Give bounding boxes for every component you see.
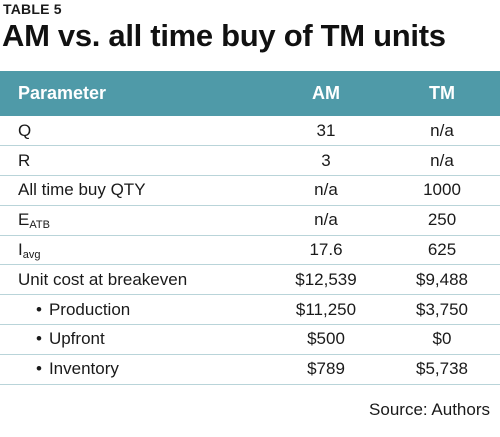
parameter-label: R: [18, 150, 31, 170]
parameter-label: All time buy QTY: [18, 180, 146, 200]
table-row: All time buy QTY n/a 1000: [0, 175, 500, 206]
table-row: • Production $11,250 $3,750: [0, 294, 500, 326]
comparison-table: Parameter AM TM Q 31 n/a R 3 n/a All time buy …: [0, 71, 500, 385]
cell-tm-value: $3,750: [384, 294, 500, 326]
column-header-parameter: Parameter: [18, 83, 107, 103]
parameter-label: Unit cost at breakeven: [18, 269, 188, 289]
parameter-subscript: avg: [22, 248, 41, 261]
column-header-tm: TM: [429, 83, 455, 103]
parameter-label: I: [18, 239, 23, 259]
cell-tm-value: $5,738: [384, 354, 500, 385]
cell-am-value: $12,539: [268, 264, 384, 296]
parameter-label: Q: [18, 120, 32, 140]
cell-parameter: Unit cost at breakeven: [0, 264, 268, 296]
parameter-label: Inventory: [48, 359, 119, 379]
table-row: Q 31 n/a: [0, 116, 500, 147]
cell-parameter: Q: [0, 116, 268, 147]
cell-am-value: $11,250: [268, 294, 384, 326]
parameter-label: E: [18, 209, 30, 229]
table-row: Iavg 17.6 625: [0, 235, 500, 266]
cell-am-value: 17.6: [268, 235, 384, 266]
cell-parameter: • Production: [0, 294, 268, 326]
table-row: • Upfront $500 $0: [0, 324, 500, 355]
cell-tm-value: n/a: [384, 145, 500, 177]
table-row: • Inventory $789 $5,738: [0, 354, 500, 385]
source-note: Source: Authors: [369, 400, 490, 419]
comparison-table-container: Parameter AM TM Q 31 n/a R 3 n/a All time buy …: [0, 71, 500, 385]
cell-am-value: n/a: [268, 175, 384, 206]
cell-tm-value: 625: [384, 235, 500, 266]
cell-parameter: All time buy QTY: [0, 175, 268, 206]
cell-am-value: 3: [268, 145, 384, 177]
table-row: R 3 n/a: [0, 145, 500, 177]
table-number-label: TABLE 5: [3, 1, 62, 17]
table-row: Unit cost at breakeven $12,539 $9,488: [0, 264, 500, 296]
cell-tm-value: 1000: [384, 175, 500, 206]
cell-parameter: • Inventory: [0, 354, 268, 385]
bullet-icon: •: [36, 329, 42, 349]
table-header-row: Parameter AM TM: [0, 71, 500, 116]
cell-parameter: • Upfront: [0, 324, 268, 355]
bullet-icon: •: [36, 299, 42, 319]
table-body: Q 31 n/a R 3 n/a All time buy QTY n/a 1000 EATB n/…: [0, 116, 500, 385]
parameter-label: Upfront: [48, 329, 105, 349]
cell-tm-value: n/a: [384, 116, 500, 147]
table-row: EATB n/a 250: [0, 205, 500, 236]
cell-parameter: R: [0, 145, 268, 177]
cell-parameter: EATB: [0, 205, 268, 236]
column-header-am: AM: [312, 83, 340, 103]
cell-am-value: 31: [268, 116, 384, 147]
cell-am-value: n/a: [268, 205, 384, 236]
bullet-icon: •: [36, 359, 42, 379]
cell-tm-value: $9,488: [384, 264, 500, 296]
cell-am-value: $789: [268, 354, 384, 385]
cell-tm-value: $0: [384, 324, 500, 355]
cell-am-value: $500: [268, 324, 384, 355]
parameter-label: Production: [48, 299, 131, 319]
parameter-subscript: ATB: [29, 218, 50, 231]
cell-tm-value: 250: [384, 205, 500, 236]
table-title: AM vs. all time buy of TM units: [2, 18, 446, 53]
cell-parameter: Iavg: [0, 235, 268, 266]
